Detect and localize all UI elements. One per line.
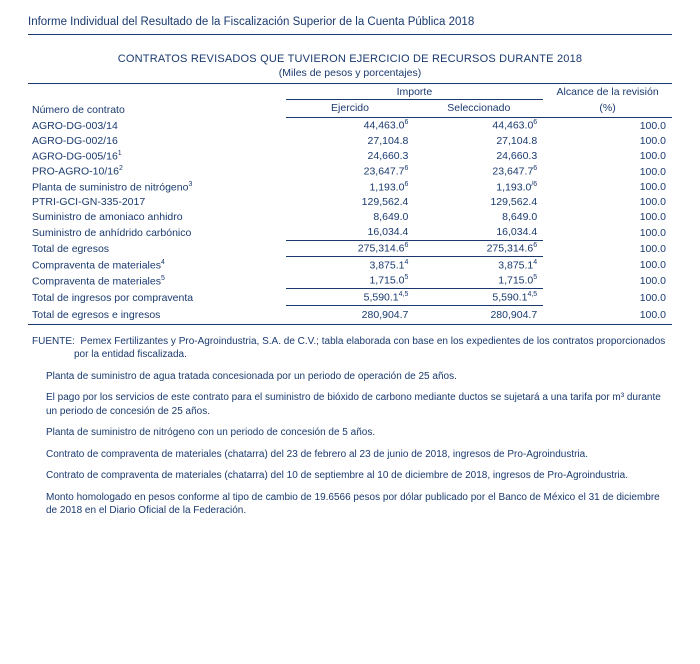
table-cell: 24,660.3: [414, 148, 543, 164]
table-cell-label: Compraventa de materiales5: [28, 273, 286, 289]
subtotal-row: Total de ingresos por compraventa5,590.1…: [28, 289, 672, 306]
source-text: Pemex Fertilizantes y Pro-Agroindustria,…: [74, 336, 665, 361]
table-cell: 100.0: [543, 133, 672, 148]
table-cell-label: AGRO-DG-002/16: [28, 133, 286, 148]
note-item: Contrato de compraventa de materiales (c…: [32, 469, 668, 483]
table-cell-label: Total de egresos: [28, 240, 286, 257]
table-cell: 100.0: [543, 195, 672, 210]
col-ejercido-header: Ejercido: [286, 100, 415, 118]
table-cell: 275,314.66: [286, 240, 415, 257]
table-cell: 100.0: [543, 210, 672, 225]
table-cell-label: PTRI-GCI-GN-335-2017: [28, 195, 286, 210]
table-cell: 1,193.06: [286, 179, 415, 195]
table-cell: 3,875.14: [414, 257, 543, 273]
table-cell-label: AGRO-DG-003/14: [28, 117, 286, 133]
table-row: PRO-AGRO-10/16223,647.7623,647.76100.0: [28, 164, 672, 180]
table-row: Suministro de anhídrido carbónico16,034.…: [28, 225, 672, 241]
table-cell: 100.0: [543, 257, 672, 273]
table-row: PTRI-GCI-GN-335-2017129,562.4129,562.410…: [28, 195, 672, 210]
table-body: AGRO-DG-003/1444,463.0644,463.06100.0AGR…: [28, 117, 672, 324]
note-item: Monto homologado en pesos conforme al ti…: [32, 491, 668, 518]
note-item: Planta de suministro de agua tratada con…: [32, 370, 668, 384]
table-cell: 100.0: [543, 289, 672, 306]
table-cell: 27,104.8: [414, 133, 543, 148]
table-row: Planta de suministro de nitrógeno31,193.…: [28, 179, 672, 195]
table-cell: 100.0: [543, 164, 672, 180]
table-cell-label: AGRO-DG-005/161: [28, 148, 286, 164]
table-cell: 100.0: [543, 179, 672, 195]
table-cell-label: Suministro de anhídrido carbónico: [28, 225, 286, 241]
table-row: Compraventa de materiales43,875.143,875.…: [28, 257, 672, 273]
table-cell: 27,104.8: [286, 133, 415, 148]
contracts-table: Número de contrato Importe Alcance de la…: [28, 83, 672, 325]
source-label: FUENTE:: [32, 336, 75, 347]
table-cell: 24,660.3: [286, 148, 415, 164]
table-cell: 23,647.76: [286, 164, 415, 180]
table-cell: 275,314.66: [414, 240, 543, 257]
table-cell: 129,562.4: [414, 195, 543, 210]
table-cell: 8,649.0: [414, 210, 543, 225]
note-item: Planta de suministro de nitrógeno con un…: [32, 426, 668, 440]
table-cell-label: Planta de suministro de nitrógeno3: [28, 179, 286, 195]
table-cell: 280,904.7: [414, 305, 543, 324]
table-row: Suministro de amoniaco anhidro8,649.08,6…: [28, 210, 672, 225]
note-source: FUENTE: Pemex Fertilizantes y Pro-Agroin…: [32, 335, 668, 362]
table-cell-label: Total de egresos e ingresos: [28, 305, 286, 324]
col-alcance-header-top: Alcance de la revisión: [543, 84, 672, 100]
table-cell: 129,562.4: [286, 195, 415, 210]
table-cell: 8,649.0: [286, 210, 415, 225]
table-subtitle: (Miles de pesos y porcentajes): [28, 67, 672, 79]
table-row: AGRO-DG-005/16124,660.324,660.3100.0: [28, 148, 672, 164]
table-cell: 5,590.14,5: [414, 289, 543, 306]
note-item: El pago por los servicios de este contra…: [32, 391, 668, 418]
table-title: CONTRATOS REVISADOS QUE TUVIERON EJERCIC…: [28, 53, 672, 65]
table-cell: 3,875.14: [286, 257, 415, 273]
table-cell: 44,463.06: [286, 117, 415, 133]
table-cell: 100.0: [543, 305, 672, 324]
col-seleccionado-header: Seleccionado: [414, 100, 543, 118]
notes-block: FUENTE: Pemex Fertilizantes y Pro-Agroin…: [28, 335, 672, 518]
table-cell: 5,590.14,5: [286, 289, 415, 306]
grand-total-row: Total de egresos e ingresos280,904.7280,…: [28, 305, 672, 324]
table-cell-label: Compraventa de materiales4: [28, 257, 286, 273]
table-row: Compraventa de materiales51,715.051,715.…: [28, 273, 672, 289]
table-cell: 280,904.7: [286, 305, 415, 324]
table-row: AGRO-DG-003/1444,463.0644,463.06100.0: [28, 117, 672, 133]
subtotal-row: Total de egresos275,314.66275,314.66100.…: [28, 240, 672, 257]
table-cell: 1,193.0/6: [414, 179, 543, 195]
table-cell: 100.0: [543, 240, 672, 257]
table-row: AGRO-DG-002/1627,104.827,104.8100.0: [28, 133, 672, 148]
table-cell-label: PRO-AGRO-10/162: [28, 164, 286, 180]
table-cell: 100.0: [543, 225, 672, 241]
col-alcance-pct-header: (%): [543, 100, 672, 118]
table-cell: 100.0: [543, 148, 672, 164]
table-cell: 100.0: [543, 273, 672, 289]
table-cell: 16,034.4: [286, 225, 415, 241]
col-contract-header: Número de contrato: [28, 84, 286, 118]
table-cell: 16,034.4: [414, 225, 543, 241]
table-cell: 1,715.05: [414, 273, 543, 289]
table-cell: 44,463.06: [414, 117, 543, 133]
table-cell: 23,647.76: [414, 164, 543, 180]
table-cell-label: Suministro de amoniaco anhidro: [28, 210, 286, 225]
col-importe-header: Importe: [286, 84, 544, 100]
table-cell: 100.0: [543, 117, 672, 133]
table-cell: 1,715.05: [286, 273, 415, 289]
page-header: Informe Individual del Resultado de la F…: [28, 16, 672, 35]
table-cell-label: Total de ingresos por compraventa: [28, 289, 286, 306]
note-item: Contrato de compraventa de materiales (c…: [32, 448, 668, 462]
